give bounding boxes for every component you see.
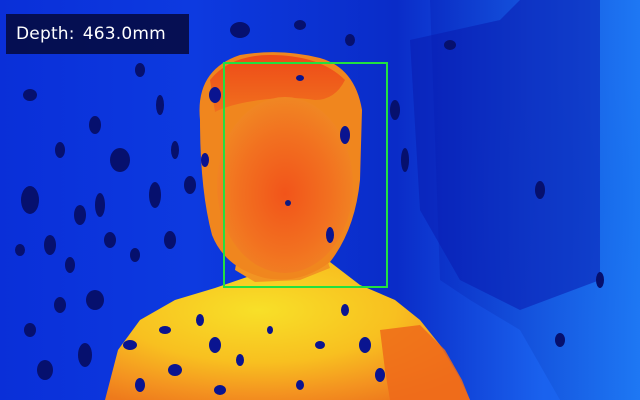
head-holes [201,75,350,243]
body-holes [123,304,385,395]
depth-value: 463.0mm [82,24,166,44]
hair-region [210,55,345,112]
depth-readout: Depth: 463.0mm [6,14,189,54]
face-region [217,97,353,273]
right-dark-wall [410,0,600,310]
body-region [105,262,470,400]
background-holes [15,20,604,380]
face-hole [285,200,291,206]
body-right-region [380,325,470,400]
depth-label: Depth: [16,24,75,44]
face-detection-box [223,62,388,288]
